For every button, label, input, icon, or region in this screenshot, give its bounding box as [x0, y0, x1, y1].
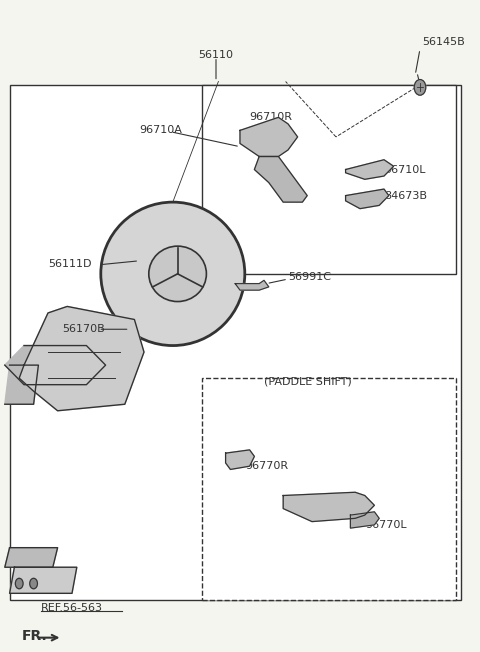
Ellipse shape: [149, 246, 206, 301]
Bar: [202, 378, 456, 600]
Circle shape: [414, 80, 426, 95]
Polygon shape: [346, 160, 394, 179]
Text: 96770L: 96770L: [365, 520, 407, 530]
Polygon shape: [346, 189, 389, 209]
Text: 56991C: 56991C: [288, 272, 331, 282]
Bar: [10, 85, 461, 600]
Text: 96710L: 96710L: [384, 164, 425, 175]
Text: 96770R: 96770R: [245, 461, 288, 471]
Polygon shape: [226, 450, 254, 469]
Polygon shape: [254, 156, 307, 202]
Text: (PADDLE SHIFT): (PADDLE SHIFT): [264, 376, 352, 387]
Bar: [202, 85, 456, 274]
Text: 56110: 56110: [199, 50, 233, 61]
Polygon shape: [283, 492, 374, 522]
Polygon shape: [350, 512, 379, 528]
Ellipse shape: [101, 202, 245, 346]
Polygon shape: [10, 567, 77, 593]
Text: 96710R: 96710R: [250, 112, 293, 123]
Polygon shape: [19, 306, 144, 411]
Circle shape: [15, 578, 23, 589]
Text: 84673B: 84673B: [384, 190, 427, 201]
Polygon shape: [5, 346, 106, 385]
Circle shape: [30, 578, 37, 589]
Text: 56170B: 56170B: [62, 324, 105, 334]
Text: 56111D: 56111D: [48, 259, 92, 269]
Polygon shape: [240, 117, 298, 156]
Polygon shape: [5, 365, 38, 404]
Text: REF.56-563: REF.56-563: [41, 602, 103, 613]
Polygon shape: [235, 280, 269, 290]
Text: 56145B: 56145B: [422, 37, 465, 48]
Text: FR.: FR.: [22, 629, 48, 643]
Polygon shape: [5, 548, 58, 567]
Text: 96710A: 96710A: [139, 125, 182, 136]
